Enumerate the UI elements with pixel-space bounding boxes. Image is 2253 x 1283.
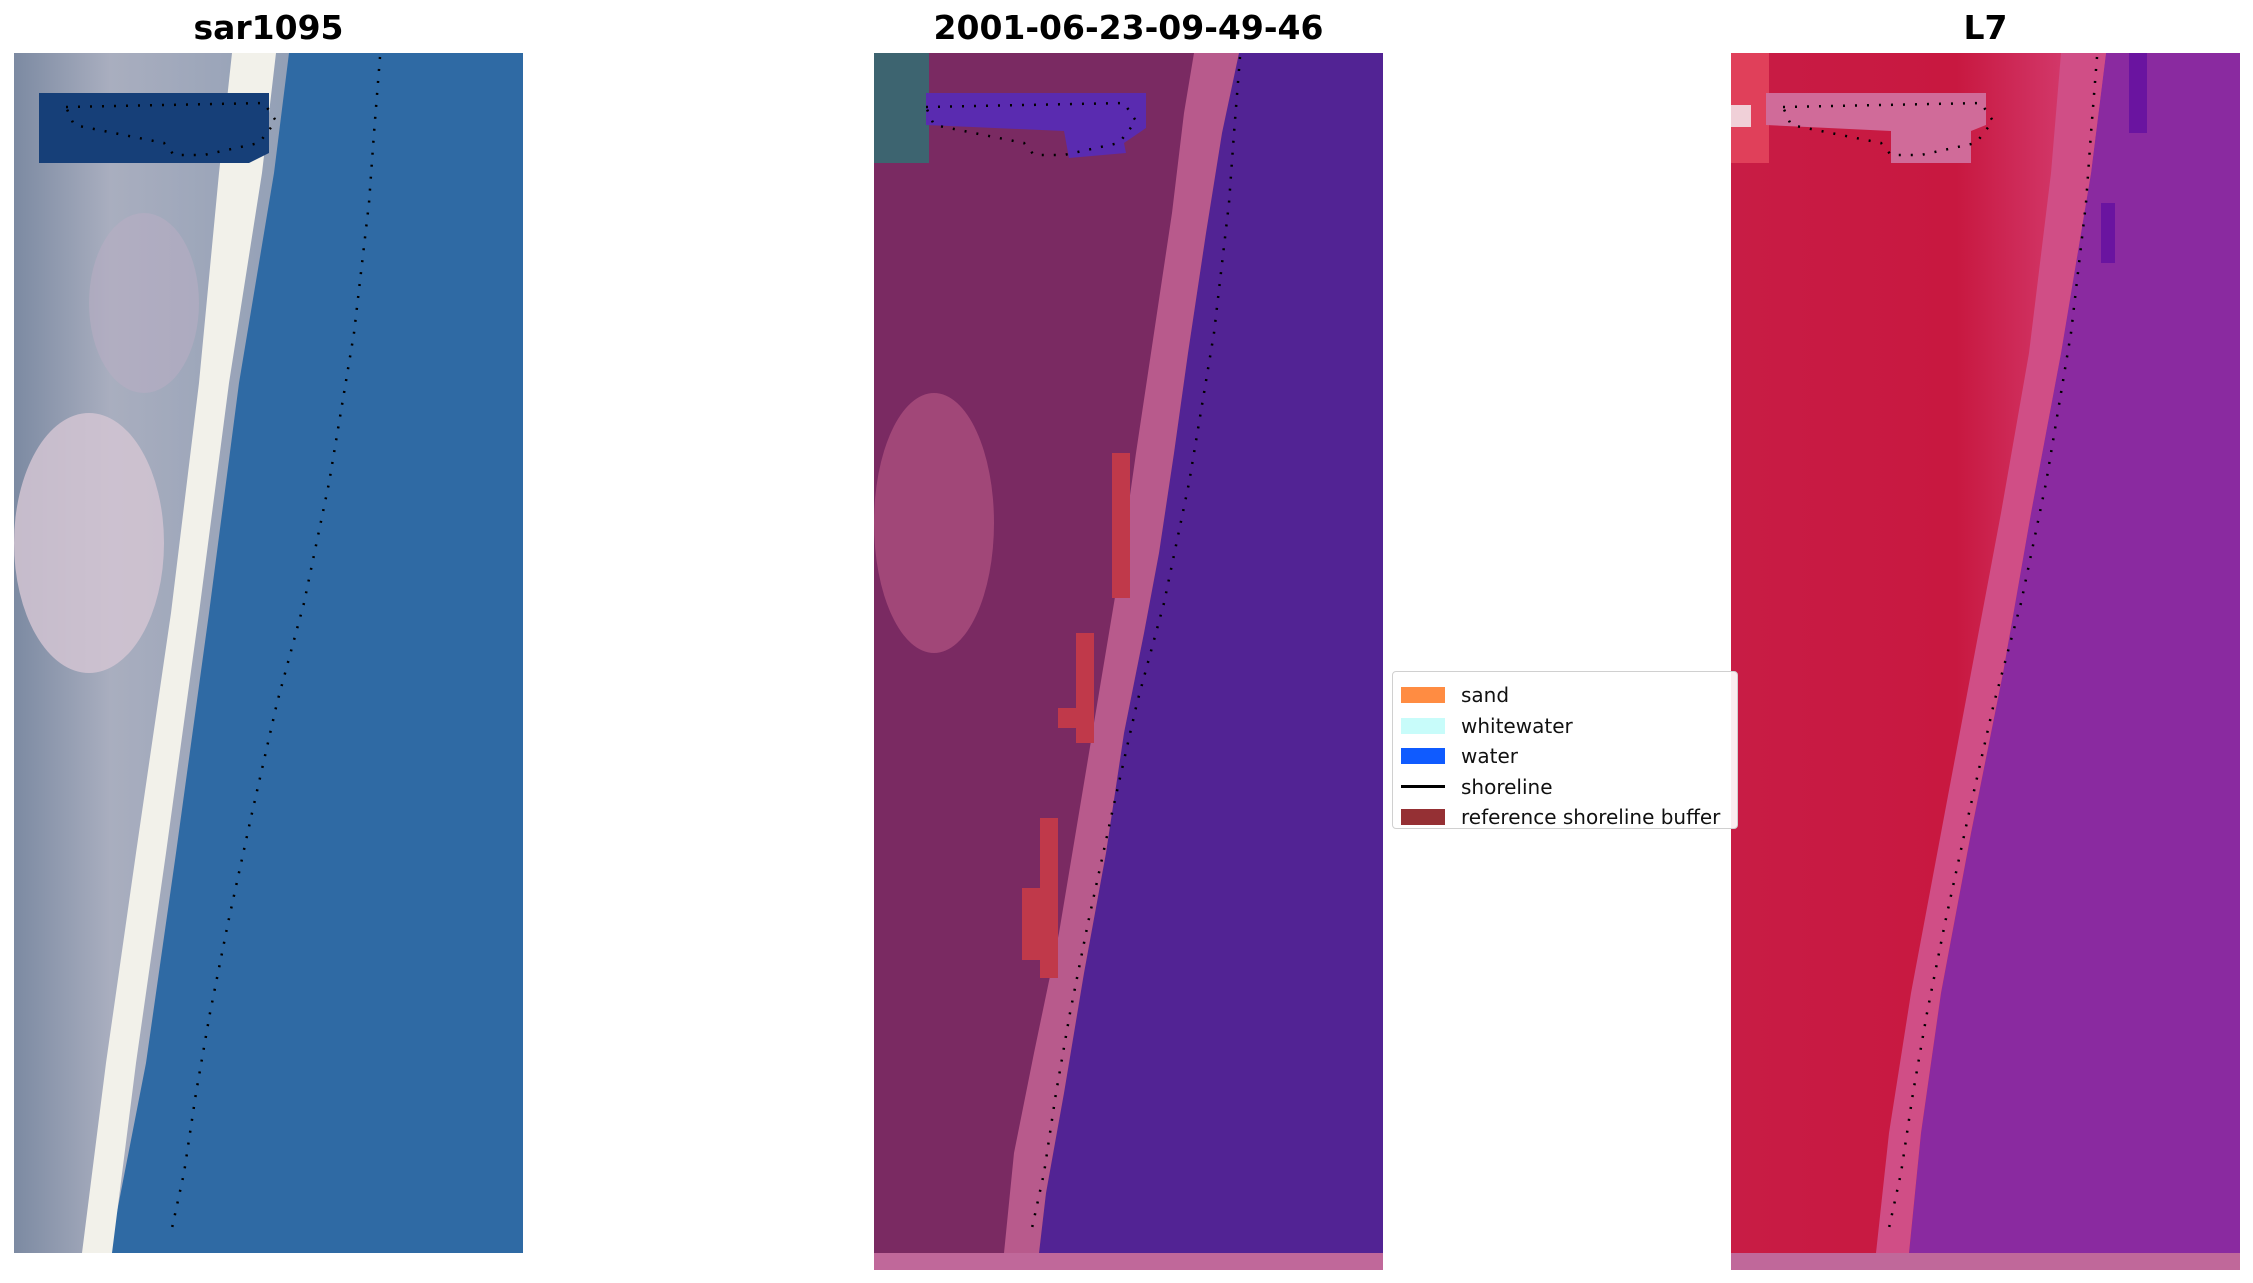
ref-buffer-5 <box>1022 888 1052 960</box>
index-bottom-strip <box>1731 1253 2240 1270</box>
rgb-sand-strip <box>82 53 276 1253</box>
legend-item-water: water <box>1401 741 1737 772</box>
index-land-area <box>1731 53 2106 1253</box>
index-dark-streak <box>2129 53 2147 133</box>
water-swatch-icon <box>1401 748 1445 765</box>
legend-label: shoreline <box>1461 774 1553 799</box>
legend-label: reference shoreline buffer <box>1461 805 1721 830</box>
ref-buffer-3 <box>1058 708 1080 728</box>
rgb-image <box>14 53 523 1253</box>
classified-bottom-strip <box>874 1253 1383 1270</box>
classified-panel-title: 2001-06-23-09-49-46 <box>933 8 1324 47</box>
whitewater-swatch-icon <box>1401 717 1445 734</box>
ref-buffer-1 <box>1112 453 1130 598</box>
classified-top-left-corner <box>874 53 929 163</box>
beach-pink-band <box>1004 53 1239 1253</box>
legend-label: whitewater <box>1461 713 1573 738</box>
land-pale-patch <box>874 393 994 653</box>
rgb-shoreline-lagoon <box>64 101 278 157</box>
land-overlay <box>874 53 1239 1253</box>
legend: sand whitewater water shoreline referenc… <box>1392 671 1738 829</box>
classified-lagoon <box>926 93 1146 158</box>
legend-label: sand <box>1461 683 1510 708</box>
index-dark-streak-2 <box>2101 203 2115 263</box>
index-panel-title: L7 <box>1963 8 2008 47</box>
ref-buffer-2 <box>1076 633 1094 743</box>
classified-image-panel <box>874 53 1383 1270</box>
sand-swatch-icon <box>1401 687 1445 704</box>
rgb-lagoon-bay <box>169 133 244 158</box>
index-image <box>1731 53 2240 1270</box>
buffer-swatch-icon <box>1401 809 1445 826</box>
index-transition-band <box>1876 53 2106 1253</box>
rgb-land-pale-patch-2 <box>89 213 199 393</box>
shoreline-line-icon <box>1401 785 1445 789</box>
legend-item-sand: sand <box>1401 680 1737 711</box>
index-image-panel <box>1731 53 2240 1270</box>
legend-label: water <box>1461 744 1518 769</box>
index-shoreline-lagoon <box>1781 101 1995 157</box>
rgb-land-pale-patch <box>14 413 164 673</box>
classified-image <box>874 53 1383 1270</box>
index-top-left-highlight <box>1731 105 1751 127</box>
index-lagoon <box>1766 93 1986 163</box>
legend-item-whitewater: whitewater <box>1401 711 1737 742</box>
rgb-panel-title: sar1095 <box>193 8 344 47</box>
legend-item-reference-buffer: reference shoreline buffer <box>1401 802 1737 833</box>
classified-shoreline-lagoon <box>924 101 1138 157</box>
rgb-image-panel <box>14 53 523 1253</box>
legend-item-shoreline: shoreline <box>1401 772 1737 803</box>
